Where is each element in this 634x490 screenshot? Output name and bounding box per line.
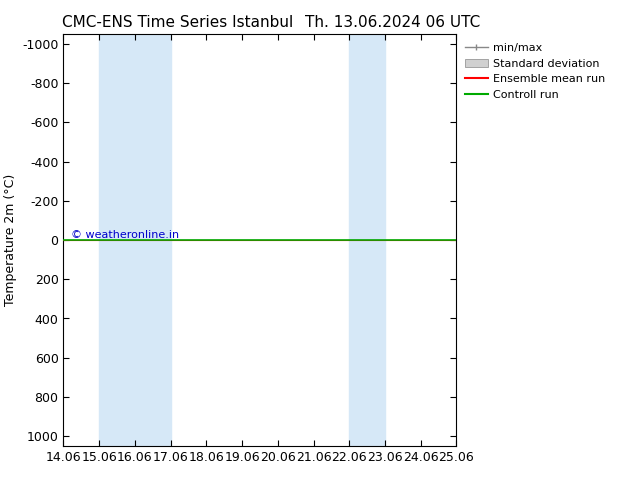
Bar: [349, 34, 385, 446]
Text: © weatheronline.in: © weatheronline.in: [71, 230, 179, 240]
Legend: min/max, Standard deviation, Ensemble mean run, Controll run: min/max, Standard deviation, Ensemble me…: [462, 40, 609, 103]
Y-axis label: Temperature 2m (°C): Temperature 2m (°C): [4, 174, 16, 306]
Text: Th. 13.06.2024 06 UTC: Th. 13.06.2024 06 UTC: [306, 15, 481, 30]
Bar: [99, 34, 171, 446]
Text: CMC-ENS Time Series Istanbul: CMC-ENS Time Series Istanbul: [62, 15, 293, 30]
